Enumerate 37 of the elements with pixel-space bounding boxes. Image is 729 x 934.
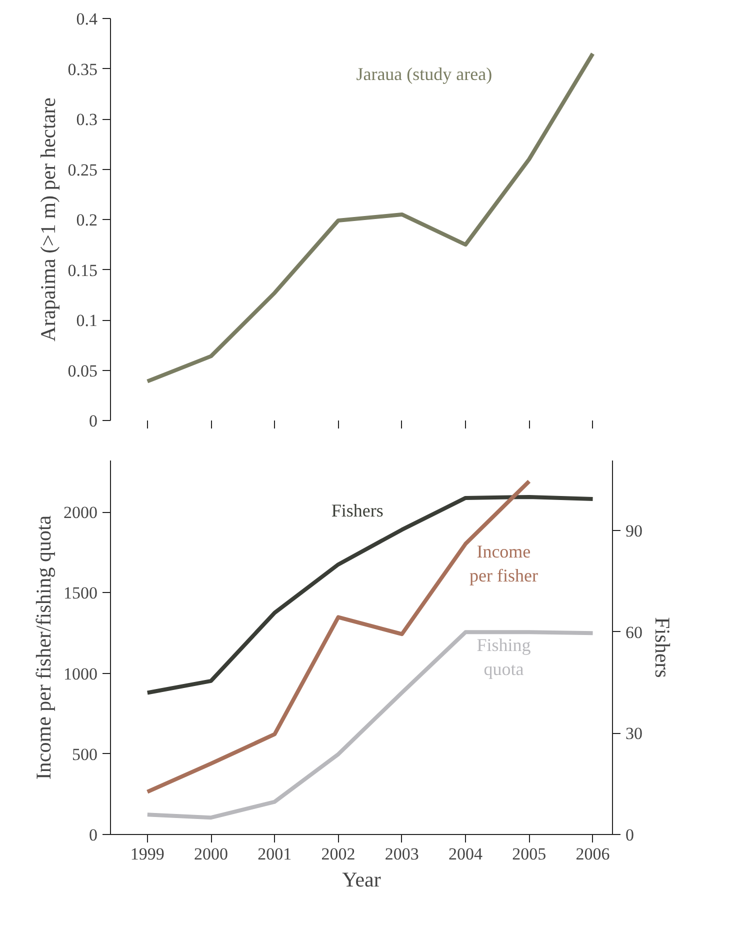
x-tick-label: 2006 [576,844,610,864]
y-tick-label: 1000 [64,664,98,684]
line-series [145,494,595,695]
y-tick-label: 0 [89,412,98,430]
line-series [145,52,595,384]
y-tick-label: 0.25 [68,160,98,180]
y2-axis-title: Fishers [650,617,674,678]
y2-tick-label: 60 [626,622,642,642]
x-tick-label: 2003 [384,844,419,864]
line-series [145,630,595,820]
y-tick-label: 0 [89,826,98,844]
y-tick-label: 0.15 [68,260,98,280]
y-tick-label: 2000 [64,503,98,522]
series-label: Income per fisher [469,542,538,586]
x-tick-label: 1999 [130,844,164,864]
series-label: Fishers [331,500,384,520]
y2-tick-label: 0 [626,826,634,844]
y-tick-label: 0.2 [76,210,98,230]
x-tick-label: 2000 [194,844,228,864]
y2-tick-label: 30 [626,724,642,744]
text: Jaraua (study area) [356,64,492,84]
y-tick-label: 0.3 [76,110,98,129]
y-tick-label: 1500 [64,584,98,603]
y-tick-label: 0.1 [76,311,98,330]
y-axis-title: Arapaima (>1 m) per hectare [36,98,60,342]
y-tick-label: 500 [72,744,98,764]
y-tick-label: 0.05 [68,361,98,380]
x-tick-label: 2005 [512,844,546,864]
x-tick-label: 2001 [258,844,292,864]
x-tick-label: 2002 [321,844,356,864]
y-axis-title: Income per fisher/fishing quota [32,514,56,780]
x-tick-label: 2004 [448,844,484,864]
x-axis-title: Year [342,868,381,892]
series-label: Fishing quota [476,635,531,680]
y-tick-label: 0.4 [76,10,98,28]
y-tick-label: 0.35 [68,60,98,79]
y2-tick-label: 90 [626,522,642,541]
